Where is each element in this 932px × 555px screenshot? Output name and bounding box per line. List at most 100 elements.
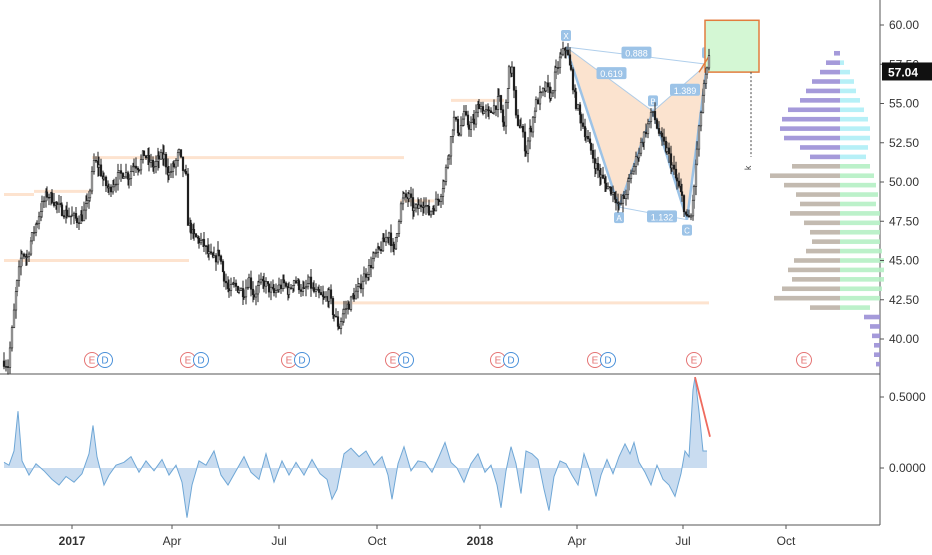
- marker-letter: E: [592, 356, 599, 367]
- candle-body: [314, 289, 318, 292]
- candle-body: [214, 255, 218, 263]
- dividend-marker: D: [398, 352, 414, 368]
- candle-body: [94, 159, 98, 162]
- candle-body: [229, 284, 233, 291]
- candle-body: [702, 83, 706, 96]
- candle-body: [162, 153, 166, 160]
- candle-body: [70, 214, 74, 217]
- candle-body: [299, 289, 303, 292]
- candle-body: [134, 165, 138, 169]
- pattern-point-c: C: [682, 224, 692, 236]
- oscillator-tick-label: 0.0000: [889, 461, 926, 475]
- volume-profile-bar-up: [840, 182, 876, 188]
- candle-body: [539, 91, 543, 94]
- candle-body: [197, 237, 201, 244]
- candle-body: [154, 161, 158, 167]
- candle-body: [551, 90, 555, 94]
- candle-body: [524, 150, 528, 154]
- volume-profile-bar-up: [840, 69, 850, 75]
- volume-profile-bar-down: [770, 173, 840, 179]
- pattern-ratio-label: 0.888: [621, 46, 652, 59]
- candle-body: [637, 152, 641, 159]
- candle-body: [266, 281, 270, 285]
- candle-body: [477, 104, 481, 110]
- price-axis-ticks: 40.0042.5045.0047.5050.0052.5055.0057.50…: [880, 18, 919, 346]
- candle-body: [189, 222, 193, 234]
- volume-profile-bar: [874, 342, 880, 348]
- volume-profile-bar-down: [810, 229, 840, 235]
- candle-body: [456, 119, 460, 134]
- candle-body: [474, 111, 478, 125]
- candle-body: [194, 233, 198, 238]
- candle-body: [617, 202, 621, 205]
- candle-body: [186, 173, 190, 226]
- candle-body: [264, 281, 268, 287]
- volume-profile-bar-up: [840, 107, 864, 113]
- candle-body: [487, 109, 491, 112]
- candle-body: [699, 112, 703, 127]
- candle-body: [132, 165, 136, 168]
- candle-body: [510, 66, 514, 74]
- candle-body: [534, 99, 538, 112]
- volume-profile-bar-up: [840, 60, 844, 65]
- volume-profile-bar-down: [812, 239, 840, 244]
- volume-profile-bar-up: [840, 173, 874, 179]
- candle-body: [159, 152, 163, 160]
- candle-body: [632, 166, 636, 172]
- oscillator-axis-ticks: 0.5000 0.0000: [880, 390, 926, 475]
- candle-body: [647, 121, 651, 125]
- candle-body: [685, 213, 689, 216]
- candle-body: [657, 128, 661, 134]
- candle-body: [277, 284, 281, 291]
- candle-body: [50, 192, 54, 203]
- candle-body: [462, 111, 466, 120]
- volume-profile-bar-down: [834, 50, 840, 56]
- candle-body: [519, 126, 523, 129]
- candle-body: [561, 48, 565, 55]
- candle-body: [129, 171, 133, 179]
- candle-body: [124, 172, 128, 178]
- candle-body: [484, 109, 488, 112]
- candle-body: [289, 287, 293, 289]
- point-label-text: X: [563, 32, 569, 41]
- ratio-label-bg: [670, 83, 700, 96]
- ratio-label-bg: [621, 46, 652, 59]
- volume-profile-bar-down: [826, 60, 840, 65]
- price-tick-label: 50.00: [889, 175, 919, 189]
- price-tick-label: 60.00: [889, 18, 919, 32]
- candle-body: [653, 111, 657, 121]
- candle-body: [457, 132, 461, 136]
- candle-body: [262, 280, 266, 287]
- candle-body: [692, 186, 696, 201]
- volume-profile-bar-up: [840, 201, 876, 207]
- candle-body: [419, 204, 423, 208]
- candle-body: [536, 99, 540, 105]
- candle-body: [541, 88, 545, 93]
- time-tick-label: Apr: [568, 534, 587, 548]
- candle-body: [304, 286, 308, 289]
- candle-body: [192, 229, 196, 235]
- candle-body: [361, 280, 365, 290]
- candle-body: [655, 119, 659, 129]
- candle-body: [227, 288, 231, 291]
- candle-body: [317, 289, 321, 293]
- candle-body: [546, 82, 550, 88]
- candle-body: [114, 183, 118, 186]
- candle-body: [588, 138, 592, 144]
- candle-body: [667, 147, 671, 155]
- ratio-label-text: 1.132: [651, 212, 674, 222]
- candle-body: [112, 184, 116, 188]
- target-entry-line: [698, 55, 710, 73]
- volume-profile-bar-down: [806, 88, 840, 94]
- candle-body: [694, 163, 698, 187]
- ratio-label-bg: [647, 210, 677, 223]
- point-label-text: C: [684, 227, 690, 236]
- candle-body: [164, 153, 168, 168]
- time-tick-label: Oct: [368, 534, 387, 548]
- candle-body: [377, 246, 381, 250]
- ratio-label-text: 0.888: [625, 49, 648, 59]
- candle-body: [142, 150, 146, 157]
- candle-body: [102, 176, 106, 180]
